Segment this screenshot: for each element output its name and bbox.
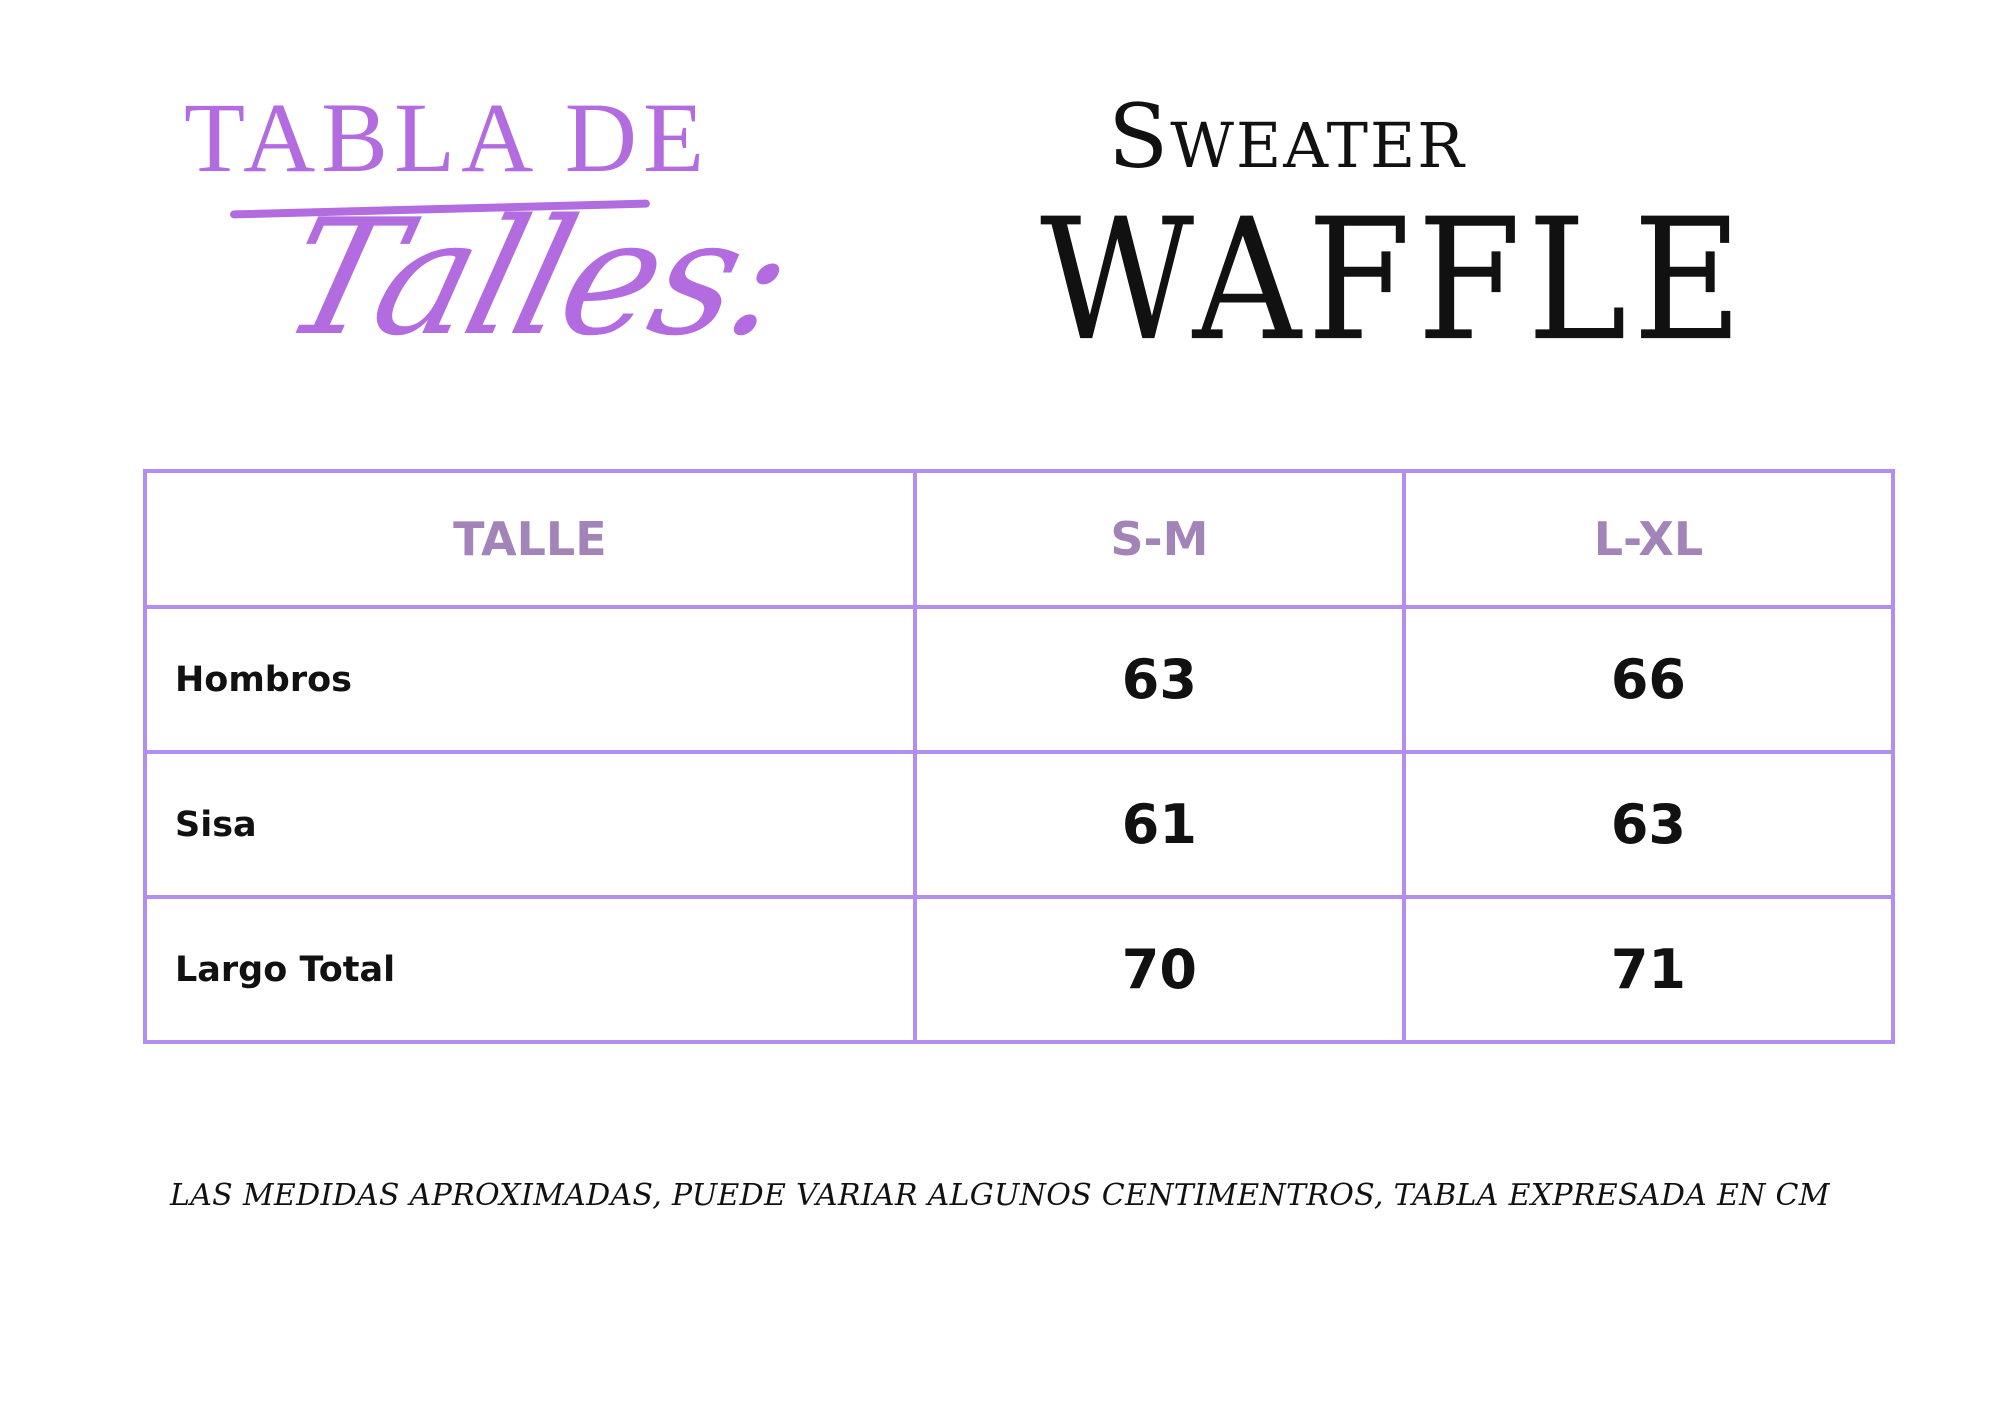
size-table: TALLE S-M L-XL Hombros 63 66 Sisa 61 63 … (143, 469, 1896, 1044)
header-l-xl: L-XL (1401, 469, 1896, 609)
product-title-sweater: Sweater (1108, 85, 1466, 188)
row-label-sisa: Sisa (143, 750, 917, 899)
cell-sisa-s-m: 61 (912, 750, 1406, 899)
row-label-hombros: Hombros (143, 605, 917, 754)
heading-tabla-de: TABLA DE (184, 82, 711, 193)
header-talle: TALLE (143, 469, 917, 609)
cell-largo-total-l-xl: 71 (1401, 895, 1896, 1044)
size-chart-heading: TABLA DE Talles: (170, 70, 808, 390)
header-s-m: S-M (912, 469, 1406, 609)
table-row: Sisa 61 63 (143, 750, 1896, 899)
table-header-row: TALLE S-M L-XL (143, 469, 1896, 609)
cell-hombros-s-m: 63 (912, 605, 1406, 754)
cell-sisa-l-xl: 63 (1401, 750, 1896, 899)
table-row: Largo Total 70 71 (143, 895, 1896, 1044)
cell-hombros-l-xl: 66 (1401, 605, 1896, 754)
measurement-note: LAS MEDIDAS APROXIMADAS, PUEDE VARIAR AL… (170, 1178, 1830, 1213)
product-title: Sweater WAFFLE (1040, 85, 1742, 366)
heading-talles-script: Talles: (266, 184, 809, 371)
row-label-largo-total: Largo Total (143, 895, 917, 1044)
product-title-waffle: WAFFLE (1040, 183, 1749, 379)
table-row: Hombros 63 66 (143, 605, 1896, 754)
cell-largo-total-s-m: 70 (912, 895, 1406, 1044)
